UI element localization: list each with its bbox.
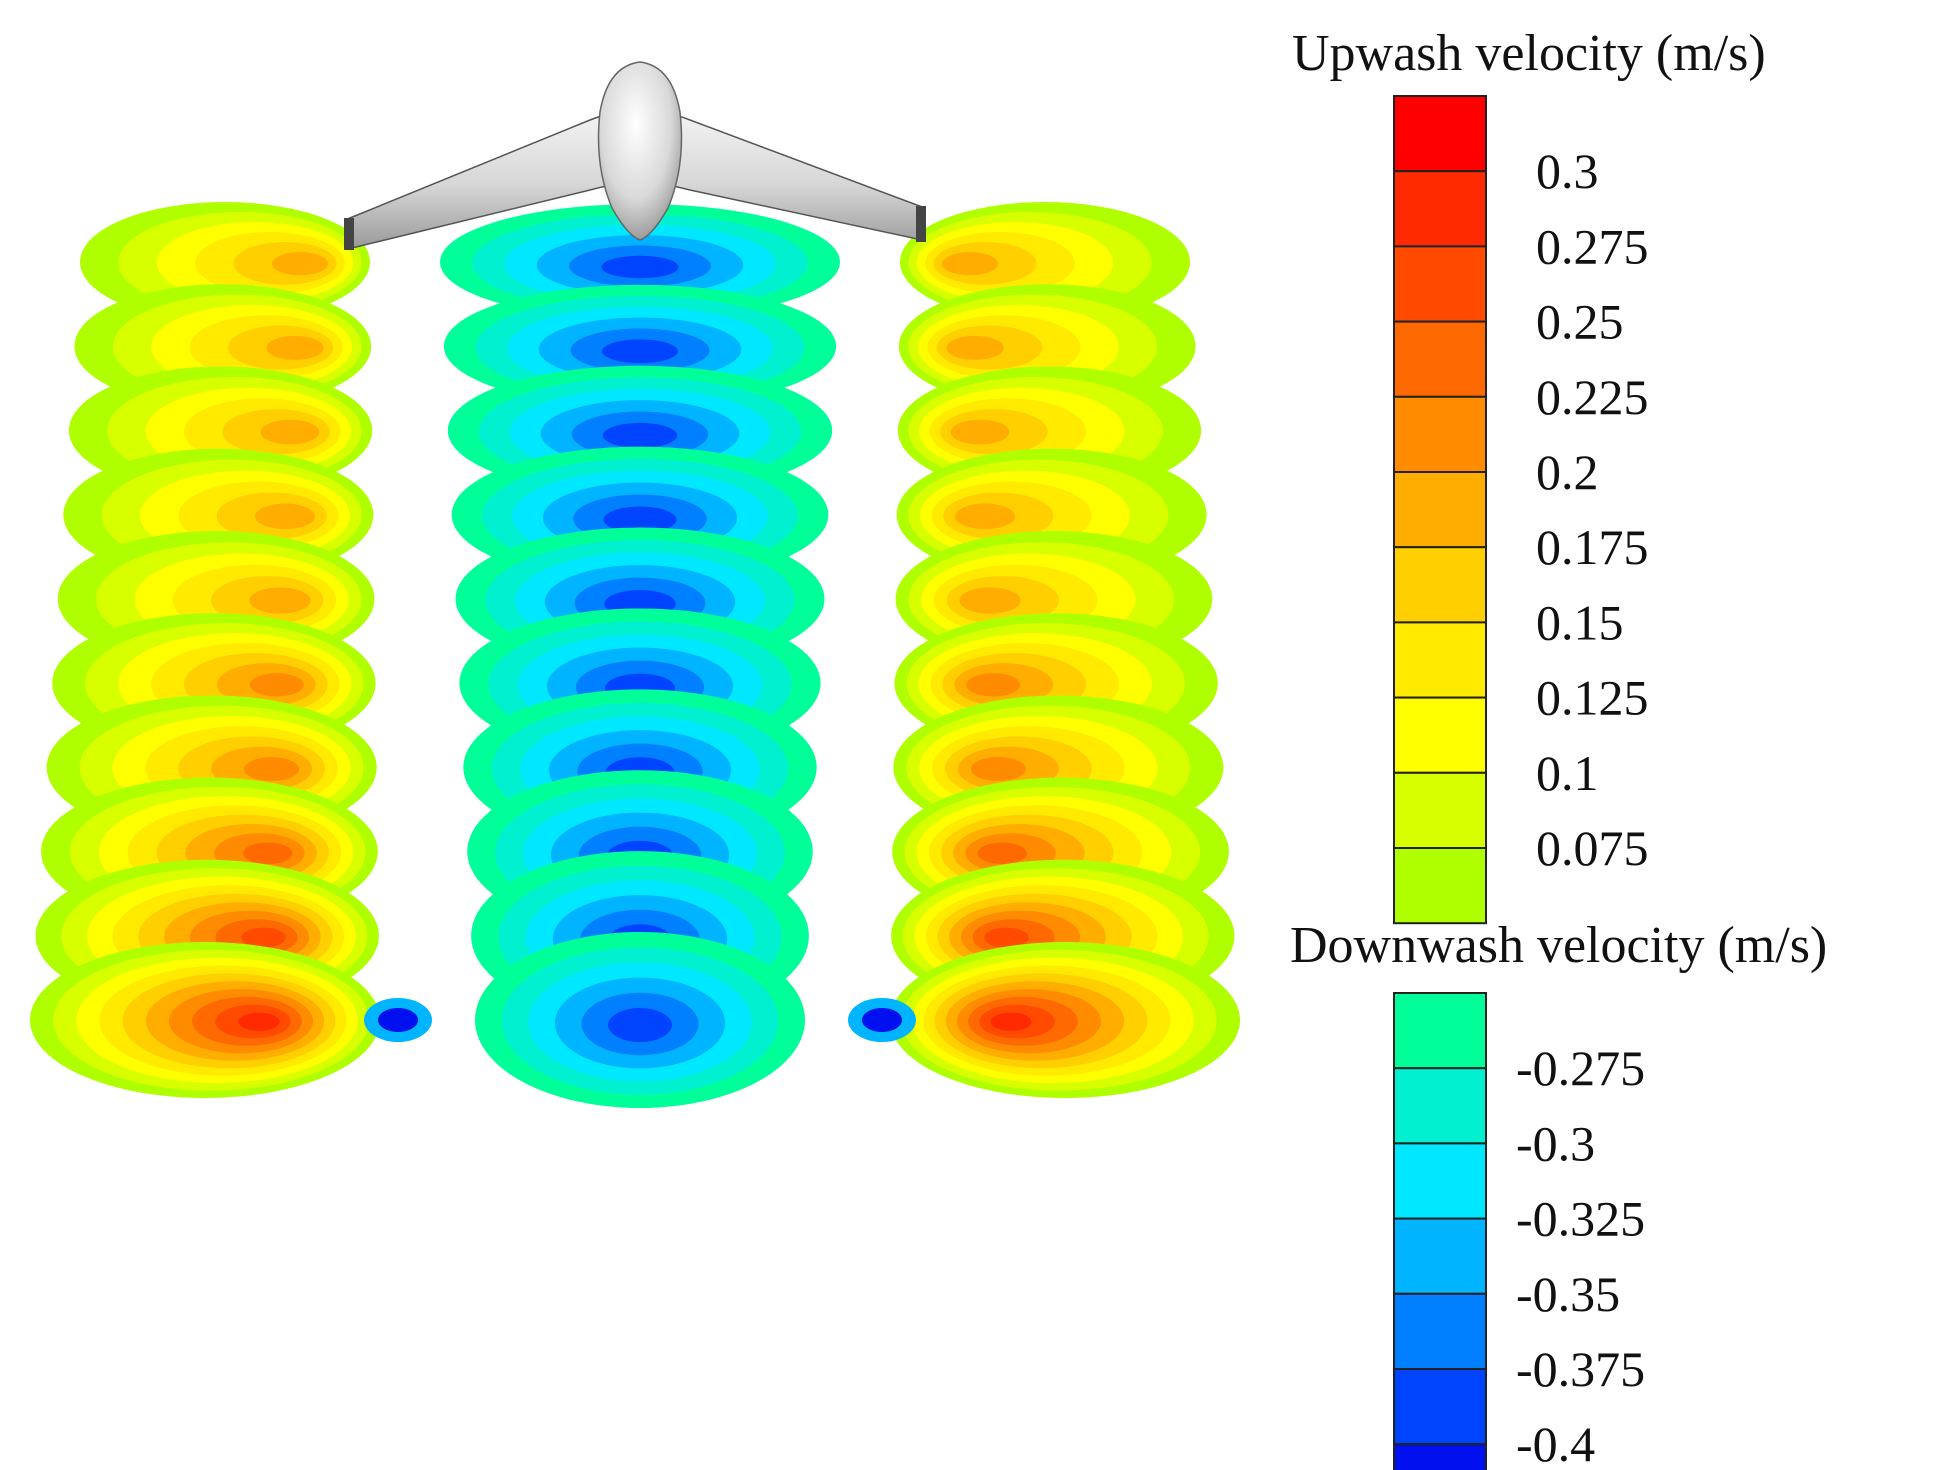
colorbar-tick-label: -0.4 [1516,1416,1595,1470]
colorbar-tick-label: 0.125 [1536,670,1649,726]
colorbar-band [1393,170,1487,248]
downwash-contour [603,506,677,533]
upwash-contour-right [984,927,1029,948]
upwash-contour-left [238,1012,280,1031]
downwash-contour [602,422,678,448]
colorbar-tick-label: -0.3 [1516,1115,1595,1171]
downwash-contour [601,255,679,279]
downwash-contour [602,339,678,364]
wake-slice [80,202,1190,322]
colorbar-tick-label: 0.075 [1536,820,1649,876]
colorbar-tick-label: 0.1 [1536,745,1599,801]
upwash-contour-right [977,842,1027,865]
colorbar-band [1393,1067,1487,1145]
colorbar-tick-label: -0.35 [1516,1266,1620,1322]
colorbar-tick-label: 0.2 [1536,444,1599,500]
upwash-contour-left [266,335,324,360]
colorbar-tick-label: -0.325 [1516,1191,1645,1247]
colorbar-tick-label: 0.175 [1536,519,1649,575]
colorbar-band [1393,1217,1487,1295]
upwash-contour-right [990,1012,1032,1031]
upwash-contour-right [966,673,1021,697]
downwash-tick-labels: -0.275 -0.3 -0.325 -0.35 -0.375 -0.4 [1516,1040,1645,1470]
colorbar-band [1393,696,1487,774]
colorbar-tick-label: 0.3 [1536,143,1599,199]
upwash-contour-left [241,927,286,948]
colorbar-band [1393,1443,1487,1470]
upwash-contour-right [946,335,1004,360]
colorbar-band [1393,471,1487,549]
upwash-contour-right [950,419,1010,445]
upwash-colorbar [1393,95,1487,925]
colorbar-band [1393,621,1487,699]
upwash-legend-title: Upwash velocity (m/s) [1292,25,1766,82]
colorbar-band [1393,95,1487,173]
flapping-wing-aircraft [344,61,926,250]
downwash-contour [608,1007,672,1043]
colorbar-band [1393,992,1487,1070]
colorbar-band [1393,395,1487,473]
colorbar-tick-label: 0.15 [1536,594,1624,650]
upwash-contour-left [249,673,304,697]
upwash-legend: Upwash velocity (m/s) 0.30.2750.250.2250… [1292,25,1766,925]
upwash-contour-left [249,587,311,614]
upwash-contour-left [260,419,320,445]
upwash-contour-left [271,252,329,276]
upwash-contour-right [941,252,999,276]
aircraft-body [597,61,683,241]
aircraft-wingtip-left [344,218,354,250]
upwash-contour-left [255,503,315,530]
colorbar-tick-label: -0.275 [1516,1040,1645,1096]
upwash-contour-right [959,587,1021,614]
downwash-colorbar [1393,992,1487,1470]
colorbar-tick-label: 0.225 [1536,369,1649,425]
colorbar-tick-label: 0.275 [1536,218,1649,274]
wingtip-vortex-core [862,1008,902,1032]
colorbar-band [1393,1292,1487,1371]
colorbar-band [1393,847,1487,925]
colorbar-band [1393,320,1487,398]
colorbar-tick-label: 0.25 [1536,294,1624,350]
wingtip-vortex-core [378,1008,418,1032]
upwash-contour-right [955,503,1015,530]
colorbar-band [1393,1368,1487,1446]
colorbar-band [1393,771,1487,849]
aircraft-wingtip-right [916,206,926,242]
colorbar-band [1393,1142,1487,1220]
downwash-legend: Downwash velocity (m/s) -0.275 -0.3 -0.325… [1290,917,1827,1470]
colorbar-tick-label: -0.375 [1516,1341,1645,1397]
wake-slices [30,202,1240,1108]
downwash-legend-title: Downwash velocity (m/s) [1290,917,1827,974]
upwash-contour-right [970,757,1026,782]
upwash-tick-labels: 0.3 0.275 0.25 0.225 0.2 0.175 0.15 0.125 0.1 0.0… [1536,143,1649,876]
upwash-contour-left [243,842,293,865]
colorbar-band [1393,245,1487,323]
colorbar-band [1393,546,1487,624]
wake-slice [30,932,1240,1108]
upwash-contour-left [244,757,300,782]
